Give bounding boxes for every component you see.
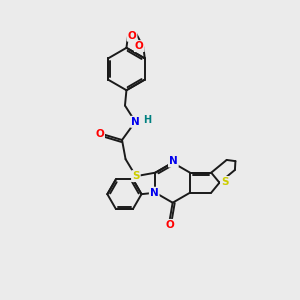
Text: O: O xyxy=(135,41,144,51)
Text: N: N xyxy=(131,117,140,127)
Text: O: O xyxy=(165,220,174,230)
Text: H: H xyxy=(144,115,152,125)
Text: S: S xyxy=(132,171,140,181)
Text: O: O xyxy=(128,31,136,40)
Text: O: O xyxy=(128,31,136,40)
Text: S: S xyxy=(221,177,229,187)
Text: S: S xyxy=(221,177,229,187)
Text: O: O xyxy=(95,128,104,139)
Text: N: N xyxy=(150,188,158,198)
Text: N: N xyxy=(169,157,178,166)
Text: S: S xyxy=(132,171,140,181)
Text: O: O xyxy=(165,220,174,230)
Text: N: N xyxy=(131,117,140,127)
Text: O: O xyxy=(135,41,144,51)
Text: O: O xyxy=(95,128,104,139)
Text: H: H xyxy=(144,115,152,125)
Text: N: N xyxy=(150,188,158,198)
Text: N: N xyxy=(169,157,178,166)
